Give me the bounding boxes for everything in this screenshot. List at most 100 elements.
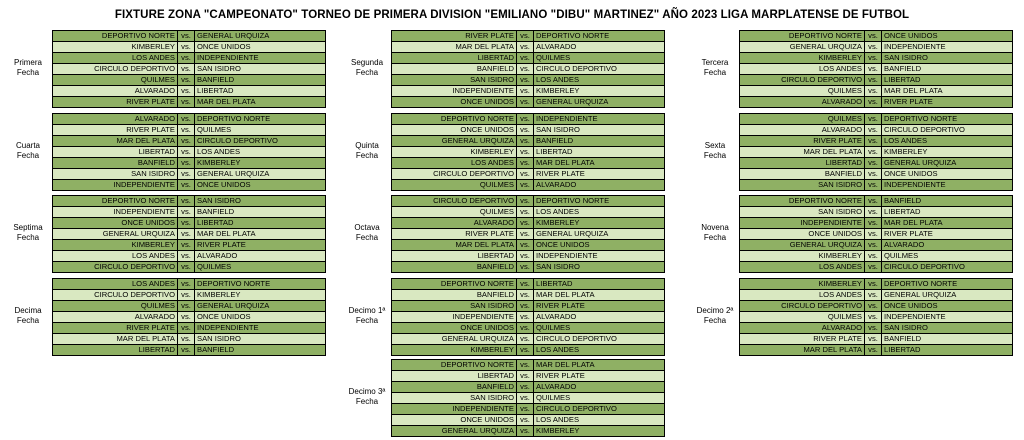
- fecha-label-line2: Fecha: [16, 316, 40, 325]
- away-team-cell: BANFIELD: [194, 344, 326, 356]
- home-team-cell: ALVARADO: [52, 113, 178, 125]
- away-team-cell: GENERAL URQUIZA: [881, 289, 1013, 301]
- home-team-cell: BANFIELD: [391, 289, 517, 301]
- match-row: KIMBERLEY vs. LOS ANDES: [391, 344, 665, 356]
- away-team-cell: INDEPENDIENTE: [881, 41, 1013, 53]
- vs-cell: vs.: [864, 146, 882, 158]
- home-team-cell: BANFIELD: [739, 168, 865, 180]
- away-team-cell: ALVARADO: [194, 250, 326, 262]
- match-row: QUILMES vs. MAR DEL PLATA: [739, 85, 1013, 97]
- vs-cell: vs.: [516, 359, 534, 371]
- vs-cell: vs.: [516, 113, 534, 125]
- home-team-cell: RIVER PLATE: [739, 333, 865, 345]
- away-team-cell: KIMBERLEY: [881, 146, 1013, 158]
- home-team-cell: LIBERTAD: [52, 146, 178, 158]
- away-team-cell: SAN ISIDRO: [881, 322, 1013, 334]
- match-row: QUILMES vs. GENERAL URQUIZA: [52, 300, 326, 312]
- vs-cell: vs.: [516, 52, 534, 64]
- match-row: RIVER PLATE vs. INDEPENDIENTE: [52, 322, 326, 334]
- match-row: LOS ANDES vs. DEPORTIVO NORTE: [52, 278, 326, 290]
- fecha-label-line1: Segunda: [350, 58, 384, 67]
- away-team-cell: DEPORTIVO NORTE: [881, 278, 1013, 290]
- home-team-cell: KIMBERLEY: [739, 52, 865, 64]
- away-team-cell: LOS ANDES: [533, 414, 665, 426]
- vs-cell: vs.: [516, 195, 534, 207]
- away-team-cell: CIRCULO DEPORTIVO: [533, 403, 665, 415]
- fixture-table: LOS ANDES vs. DEPORTIVO NORTE CIRCULO DEPOR…: [52, 278, 326, 356]
- away-team-cell: SAN ISIDRO: [194, 63, 326, 75]
- home-team-cell: RIVER PLATE: [391, 30, 517, 42]
- home-team-cell: LOS ANDES: [52, 278, 178, 290]
- home-team-cell: MAR DEL PLATA: [739, 146, 865, 158]
- fecha-label: Novena Fecha: [691, 223, 739, 243]
- match-row: MAR DEL PLATA vs. SAN ISIDRO: [52, 333, 326, 345]
- match-row: SAN ISIDRO vs. LIBERTAD: [739, 206, 1013, 218]
- match-row: RIVER PLATE vs. QUILMES: [52, 124, 326, 136]
- away-team-cell: GENERAL URQUIZA: [194, 168, 326, 180]
- away-team-cell: RIVER PLATE: [533, 168, 665, 180]
- fecha-label: Cuarta Fecha: [4, 141, 52, 161]
- fecha-block: Decimo 2ª Fecha KIMBERLEY vs. DEPORTIVO NORT…: [691, 278, 1024, 356]
- match-row: CIRCULO DEPORTIVO vs. QUILMES: [52, 261, 326, 273]
- home-team-cell: LIBERTAD: [391, 52, 517, 64]
- match-row: RIVER PLATE vs. MAR DEL PLATA: [52, 96, 326, 108]
- home-team-cell: LIBERTAD: [52, 344, 178, 356]
- home-team-cell: ALVARADO: [52, 311, 178, 323]
- home-team-cell: QUILMES: [52, 74, 178, 86]
- page-title: FIXTURE ZONA "CAMPEONATO" TORNEO DE PRIM…: [114, 9, 910, 21]
- vs-cell: vs.: [864, 113, 882, 125]
- vs-cell: vs.: [516, 124, 534, 136]
- match-row: INDEPENDIENTE vs. KIMBERLEY: [391, 85, 665, 97]
- vs-cell: vs.: [516, 157, 534, 169]
- away-team-cell: ALVARADO: [533, 311, 665, 323]
- vs-cell: vs.: [177, 124, 195, 136]
- away-team-cell: RIVER PLATE: [881, 228, 1013, 240]
- fecha-label-line2: Fecha: [703, 151, 727, 160]
- away-team-cell: QUILMES: [533, 322, 665, 334]
- match-row: DEPORTIVO NORTE vs. GENERAL URQUIZA: [52, 30, 326, 42]
- away-team-cell: ONCE UNIDOS: [881, 168, 1013, 180]
- away-team-cell: KIMBERLEY: [533, 85, 665, 97]
- fecha-label-line2: Fecha: [703, 233, 727, 242]
- away-team-cell: RIVER PLATE: [881, 96, 1013, 108]
- home-team-cell: DEPORTIVO NORTE: [739, 195, 865, 207]
- away-team-cell: LOS ANDES: [881, 135, 1013, 147]
- home-team-cell: BANFIELD: [391, 381, 517, 393]
- home-team-cell: LOS ANDES: [739, 261, 865, 273]
- match-row: SAN ISIDRO vs. INDEPENDIENTE: [739, 179, 1013, 191]
- vs-cell: vs.: [177, 135, 195, 147]
- home-team-cell: RIVER PLATE: [391, 228, 517, 240]
- vs-cell: vs.: [864, 85, 882, 97]
- home-team-cell: INDEPENDIENTE: [391, 311, 517, 323]
- fecha-label-line2: Fecha: [703, 68, 727, 77]
- vs-cell: vs.: [864, 168, 882, 180]
- away-team-cell: ALVARADO: [533, 179, 665, 191]
- vs-cell: vs.: [516, 63, 534, 75]
- vs-cell: vs.: [516, 392, 534, 404]
- vs-cell: vs.: [864, 300, 882, 312]
- fecha-label-line1: Sexta: [704, 141, 726, 150]
- vs-cell: vs.: [516, 96, 534, 108]
- home-team-cell: MAR DEL PLATA: [391, 239, 517, 251]
- away-team-cell: DEPORTIVO NORTE: [533, 195, 665, 207]
- fecha-block: Novena Fecha DEPORTIVO NORTE vs. BANFIELD SAN…: [691, 195, 1024, 273]
- home-team-cell: QUILMES: [391, 206, 517, 218]
- vs-cell: vs.: [516, 344, 534, 356]
- home-team-cell: DEPORTIVO NORTE: [391, 113, 517, 125]
- home-team-cell: LOS ANDES: [739, 289, 865, 301]
- away-team-cell: ONCE UNIDOS: [194, 41, 326, 53]
- away-team-cell: SAN ISIDRO: [194, 333, 326, 345]
- match-row: LOS ANDES vs. BANFIELD: [739, 63, 1013, 75]
- fixture-table: DEPORTIVO NORTE vs. LIBERTAD BANFIELD vs. MAR…: [391, 278, 665, 356]
- home-team-cell: SAN ISIDRO: [52, 168, 178, 180]
- vs-cell: vs.: [864, 278, 882, 290]
- vs-cell: vs.: [516, 179, 534, 191]
- fecha-label-line2: Fecha: [355, 68, 379, 77]
- match-row: LOS ANDES vs. MAR DEL PLATA: [391, 157, 665, 169]
- away-team-cell: BANFIELD: [881, 333, 1013, 345]
- match-row: KIMBERLEY vs. SAN ISIDRO: [739, 52, 1013, 64]
- match-row: DEPORTIVO NORTE vs. INDEPENDIENTE: [391, 113, 665, 125]
- home-team-cell: SAN ISIDRO: [739, 179, 865, 191]
- home-team-cell: KIMBERLEY: [391, 344, 517, 356]
- vs-cell: vs.: [177, 179, 195, 191]
